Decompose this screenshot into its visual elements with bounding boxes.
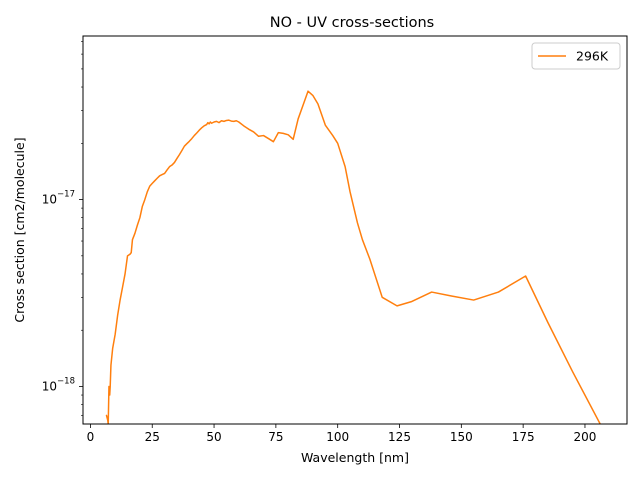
x-tick-label: 175 <box>512 430 535 444</box>
legend-box <box>531 42 621 70</box>
x-axis: 0 25 50 75 100 125 150 175 200 <box>87 424 597 444</box>
x-tick-label: 50 <box>206 430 221 444</box>
legend-label: 296K <box>576 49 609 64</box>
plot-area <box>105 90 602 424</box>
y-tick-label: 10−17 <box>42 190 75 207</box>
x-axis-label: Wavelength [nm] <box>301 450 409 465</box>
x-tick-label: 75 <box>268 430 283 444</box>
series-layer <box>105 90 602 424</box>
x-tick-label: 0 <box>87 430 95 444</box>
y-tick-label: 10−18 <box>42 376 75 393</box>
y-axis-label: Cross section [cm2/molecule] <box>12 137 27 322</box>
plot-frame <box>82 35 628 425</box>
x-tick-label: 125 <box>388 430 411 444</box>
legend: 296K <box>531 42 621 70</box>
x-tick-label: 100 <box>326 430 349 444</box>
y-axis: 10−18 10−17 <box>42 41 83 416</box>
x-tick-label: 150 <box>450 430 473 444</box>
x-tick-label: 25 <box>145 430 160 444</box>
series-line-296K <box>105 90 602 424</box>
x-tick-label: 200 <box>574 430 597 444</box>
chart-title: NO - UV cross-sections <box>270 15 434 31</box>
